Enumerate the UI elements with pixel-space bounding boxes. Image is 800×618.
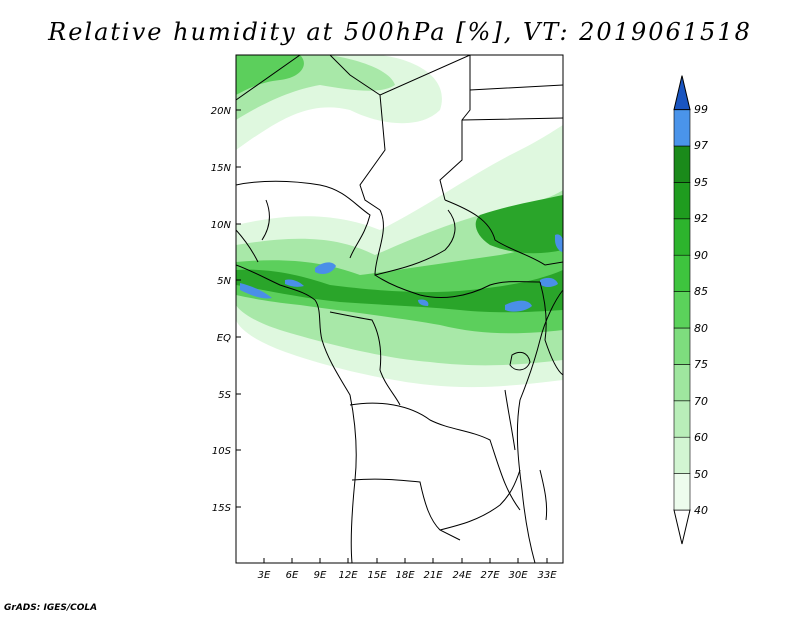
colorbar-label: 92	[694, 212, 708, 225]
coastline-east	[516, 289, 563, 563]
lat-label: 5N	[217, 276, 231, 287]
humidity-blue-1	[240, 283, 272, 299]
lat-label: 10S	[212, 446, 232, 457]
colorbar-segment	[673, 436, 691, 474]
border-north-1	[236, 55, 386, 211]
lake-tanganyika	[504, 389, 516, 451]
lon-label: 24E	[452, 570, 472, 581]
lon-label: 9E	[314, 570, 327, 581]
lat-label: 5S	[218, 390, 231, 401]
humidity-blue-2	[315, 262, 336, 274]
border-sudan	[444, 199, 563, 266]
border-chad	[374, 209, 456, 276]
colorbar-segment	[673, 218, 691, 256]
border-west-inland	[236, 199, 270, 263]
lon-label: 18E	[395, 570, 415, 581]
border-nigeria	[236, 180, 371, 259]
colorbar	[673, 75, 691, 545]
colorbar-label: 95	[694, 176, 708, 189]
coastlines-and-borders	[236, 55, 563, 563]
lon-label: 21E	[423, 570, 443, 581]
border-congo	[329, 311, 401, 406]
latitude-labels: 20N 15N 10N 5N EQ 5S 10S 15S	[211, 106, 232, 514]
lon-label: 15E	[367, 570, 387, 581]
colorbar-label: 70	[694, 395, 708, 408]
colorbar-label: 75	[694, 358, 708, 371]
colorbar-segment	[673, 364, 691, 402]
border-zambia	[439, 469, 521, 531]
humidity-blue-3	[285, 279, 304, 287]
colorbar-label: 99	[694, 103, 708, 116]
longitude-labels: 3E 6E 9E 12E 15E 18E 21E 24E 27E 30E 33E	[258, 570, 558, 581]
colorbar-label: 85	[694, 285, 708, 298]
colorbar-bottom-arrow	[673, 509, 691, 545]
colorbar-segment	[673, 473, 691, 511]
humidity-blue-6	[540, 277, 558, 287]
colorbar-label: 50	[694, 468, 708, 481]
lon-label: 27E	[480, 570, 500, 581]
map-title: Relative humidity at 500hPa [%], VT: 201…	[48, 18, 752, 46]
humidity-blue-7	[555, 234, 563, 252]
colorbar-label: 90	[694, 249, 708, 262]
lon-label: 12E	[338, 570, 358, 581]
border-car	[374, 274, 541, 299]
border-north-3	[461, 84, 563, 121]
lon-label: 33E	[537, 570, 557, 581]
colorbar-label: 97	[694, 139, 708, 152]
lake-victoria	[509, 351, 531, 371]
colorbar-segment	[673, 109, 691, 147]
axis-ticks	[236, 109, 548, 563]
humidity-blue-5	[505, 300, 532, 312]
lat-label: EQ	[217, 333, 231, 344]
border-drc-south	[349, 402, 521, 511]
humidity-north-green	[236, 55, 304, 95]
colorbar-segment	[673, 254, 691, 292]
border-east	[539, 281, 563, 376]
border-angola	[351, 478, 461, 541]
lat-label: 15S	[212, 503, 232, 514]
credit-label: GrADS: IGES/COLA	[4, 603, 98, 613]
colorbar-segment	[673, 327, 691, 365]
lat-label: 15N	[211, 163, 232, 174]
lon-label: 3E	[258, 570, 271, 581]
coastline-west	[236, 264, 357, 563]
lat-label: 20N	[211, 106, 232, 117]
colorbar-label: 40	[694, 504, 708, 517]
colorbar-segment	[673, 291, 691, 329]
border-north-2	[379, 55, 471, 201]
humidity-band-dark	[236, 269, 563, 313]
colorbar-segment	[673, 182, 691, 220]
lake-malawi	[539, 469, 548, 521]
colorbar-labels: 99 97 95 92 90 85 80 75 70 60 50 40	[694, 103, 708, 517]
lon-label: 6E	[286, 570, 299, 581]
colorbar-top-arrow	[673, 75, 691, 111]
map-frame	[235, 54, 564, 564]
lon-label: 30E	[508, 570, 528, 581]
colorbar-label: 60	[694, 431, 708, 444]
humidity-east-dark	[475, 195, 563, 254]
colorbar-segment	[673, 145, 691, 183]
lat-label: 10N	[211, 220, 232, 231]
colorbar-segment	[673, 400, 691, 438]
colorbar-label: 80	[694, 322, 708, 335]
humidity-blue-4	[418, 299, 429, 306]
humidity-field	[236, 55, 563, 388]
